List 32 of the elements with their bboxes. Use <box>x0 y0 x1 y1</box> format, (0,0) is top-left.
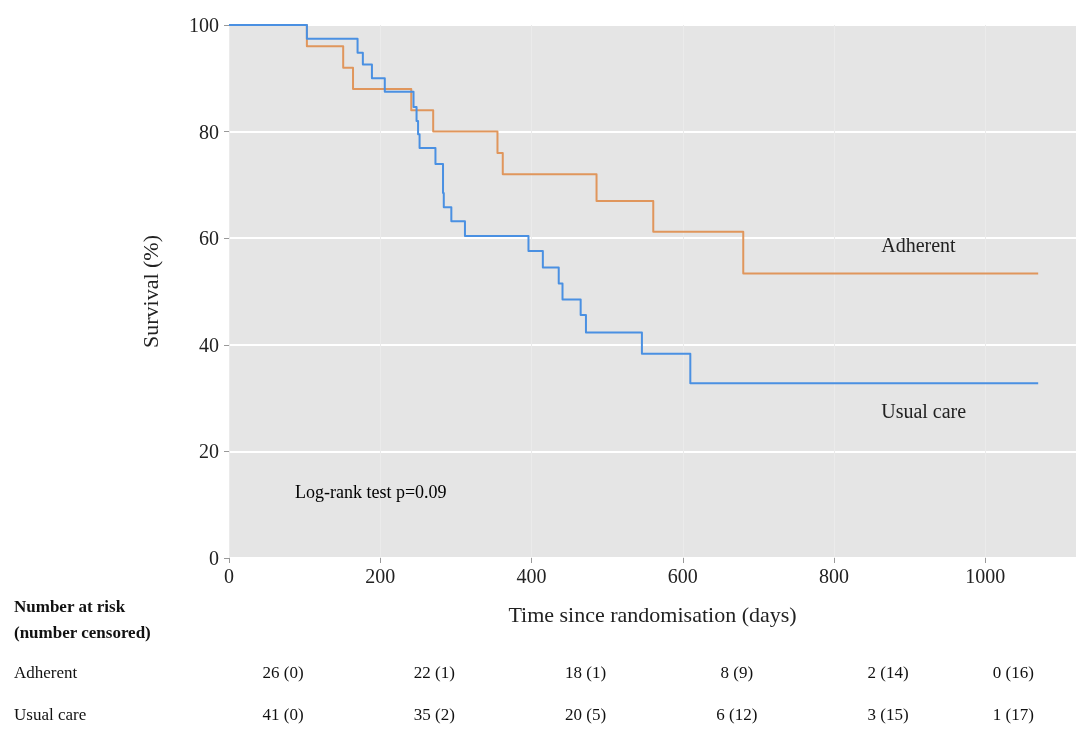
y-tick-label: 80 <box>199 120 219 143</box>
text: 0 (16) <box>992 663 1034 682</box>
text: 1 (17) <box>992 705 1034 724</box>
text: Usual care <box>14 705 87 724</box>
annotation: Log-rank test p=0.09 <box>295 482 447 502</box>
text: 20 (5) <box>564 705 607 724</box>
x-tick-label: 200 <box>365 565 396 587</box>
text: 26 (0) <box>262 663 304 682</box>
x-tick-label: 0 <box>224 565 234 587</box>
y-tick-label: 0 <box>209 547 219 569</box>
series-label: Adherent <box>881 234 957 257</box>
x-tick-label: 400 <box>516 565 547 587</box>
text: Number at risk (number censored) <box>14 596 151 642</box>
text: 8 (9) <box>720 663 754 682</box>
text: 3 (15) <box>867 705 909 724</box>
text: Adherent <box>14 663 78 682</box>
x-tick-label: 1000 <box>965 565 1006 587</box>
text: 41 (0) <box>262 705 304 724</box>
y-tick-label: 60 <box>199 227 219 250</box>
x-tick-label: 600 <box>667 565 698 587</box>
text: 18 (1) <box>564 663 607 682</box>
text: 22 (1) <box>413 663 455 682</box>
text: 2 (14) <box>867 663 909 682</box>
text: 6 (12) <box>716 705 758 724</box>
text: 35 (2) <box>413 705 455 724</box>
y-tick-label: 40 <box>199 333 219 356</box>
y-tick-label: 20 <box>199 440 219 463</box>
y-tick-label: 100 <box>189 14 219 36</box>
y-axis-title: Survival (%) <box>137 234 163 349</box>
series-label: Usual care <box>881 400 967 423</box>
x-axis-title: Time since randomisation (days) <box>508 601 797 627</box>
x-tick-label: 800 <box>819 565 849 587</box>
